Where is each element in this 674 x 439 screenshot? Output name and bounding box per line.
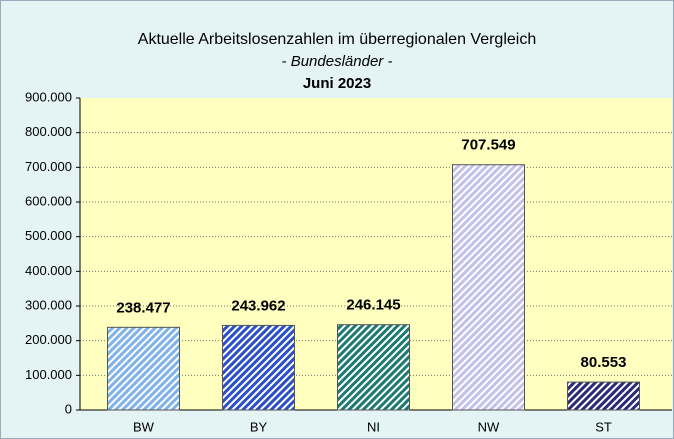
y-tick-label: 0 bbox=[65, 401, 72, 416]
y-tick-label: 900.000 bbox=[25, 89, 72, 104]
x-tick-label: BY bbox=[250, 419, 268, 434]
bar bbox=[567, 381, 640, 411]
x-tick-label: ST bbox=[595, 419, 612, 434]
y-tick-label: 100.000 bbox=[25, 367, 72, 382]
y-tick-label: 700.000 bbox=[25, 159, 72, 174]
value-label: 243.962 bbox=[231, 297, 285, 314]
bar bbox=[107, 326, 180, 411]
x-tick-label: BW bbox=[133, 419, 155, 434]
y-tick-label: 300.000 bbox=[25, 297, 72, 312]
x-tick-label: NW bbox=[478, 419, 500, 434]
y-tick-label: 600.000 bbox=[25, 193, 72, 208]
y-tick-label: 800.000 bbox=[25, 124, 72, 139]
y-tick-label: 500.000 bbox=[25, 228, 72, 243]
chart-period: Juni 2023 bbox=[303, 75, 371, 92]
x-tick-label: NI bbox=[367, 419, 380, 434]
y-tick-label: 400.000 bbox=[25, 263, 72, 278]
value-label: 707.549 bbox=[461, 137, 515, 154]
bar bbox=[452, 164, 525, 411]
bar bbox=[337, 324, 410, 411]
value-label: 80.553 bbox=[581, 354, 627, 371]
value-label: 238.477 bbox=[116, 299, 170, 316]
chart-subtitle: - Bundesländer - bbox=[282, 53, 393, 70]
chart-title: Aktuelle Arbeitslosenzahlen im überregio… bbox=[138, 31, 536, 48]
y-tick-label: 200.000 bbox=[25, 332, 72, 347]
value-label: 246.145 bbox=[346, 297, 400, 314]
bar bbox=[222, 324, 295, 411]
